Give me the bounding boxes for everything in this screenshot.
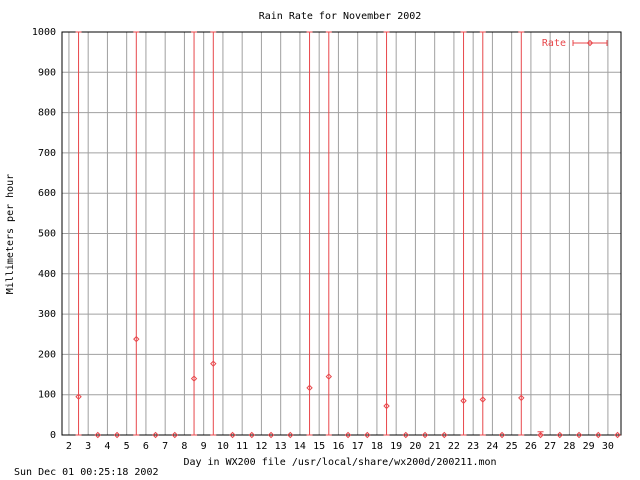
x-tick-label: 11: [236, 441, 248, 452]
x-tick-label: 5: [124, 441, 130, 452]
x-tick-label: 22: [448, 441, 460, 452]
y-tick-label: 800: [38, 108, 56, 119]
point: [383, 402, 390, 410]
y-tick-label: 400: [38, 269, 56, 280]
legend-marker: [586, 39, 594, 47]
point: [344, 431, 352, 439]
x-tick-label: 17: [352, 441, 364, 452]
point: [210, 360, 217, 367]
point: [479, 396, 486, 403]
y-tick-label: 200: [38, 349, 56, 360]
point: [460, 397, 467, 404]
x-tick-label: 12: [255, 441, 267, 452]
x-tick-label: 8: [181, 441, 187, 452]
x-tick-label: 23: [467, 441, 479, 452]
x-tick-label: 3: [85, 441, 91, 452]
x-tick-label: 14: [294, 441, 306, 452]
point: [595, 431, 602, 439]
point: [133, 335, 140, 343]
point: [441, 431, 448, 439]
point: [537, 431, 544, 439]
x-tick-label: 16: [332, 441, 344, 452]
y-tick-label: 300: [38, 309, 56, 320]
chart-title: Rain Rate for November 2002: [259, 11, 422, 22]
y-tick-label: 700: [38, 148, 56, 159]
x-tick-label: 30: [602, 441, 614, 452]
x-tick-label: 20: [409, 441, 421, 452]
point: [113, 431, 121, 439]
x-tick-label: 29: [583, 441, 595, 452]
x-tick-label: 21: [429, 441, 441, 452]
point: [75, 393, 82, 400]
y-tick-label: 0: [50, 430, 56, 441]
x-tick-label: 7: [162, 441, 168, 452]
y-axis-label: Millimeters per hour: [5, 174, 16, 294]
x-axis-label: Day in WX200 file /usr/local/share/wx200…: [183, 457, 496, 468]
point: [518, 394, 525, 402]
point: [267, 431, 275, 439]
point: [575, 431, 583, 439]
point: [152, 431, 159, 439]
x-tick-label: 25: [506, 441, 518, 452]
point: [364, 431, 371, 439]
point: [306, 384, 313, 392]
x-tick-label: 9: [201, 441, 207, 452]
point: [171, 431, 179, 439]
x-tick-label: 27: [544, 441, 556, 452]
point: [614, 431, 621, 439]
x-tick-label: 19: [390, 441, 402, 452]
x-tick-label: 26: [525, 441, 537, 452]
x-tick-label: 6: [143, 441, 149, 452]
x-tick-label: 2: [66, 441, 72, 452]
point: [498, 431, 506, 439]
y-tick-label: 1000: [32, 27, 56, 38]
point: [556, 431, 563, 439]
point: [421, 431, 429, 439]
point: [229, 431, 236, 439]
point: [287, 431, 294, 439]
legend-label: Rate: [542, 38, 566, 49]
y-tick-label: 600: [38, 188, 56, 199]
point: [402, 431, 410, 439]
x-tick-label: 15: [313, 441, 325, 452]
y-tick-label: 900: [38, 67, 56, 78]
footer: Sun Dec 01 00:25:18 2002: [14, 467, 159, 478]
x-tick-label: 24: [486, 441, 498, 452]
y-tick-label: 500: [38, 229, 56, 240]
x-tick-label: 13: [275, 441, 287, 452]
x-tick-label: 18: [371, 441, 383, 452]
point: [248, 431, 256, 439]
x-tick-label: 10: [217, 441, 229, 452]
plot-border: [61, 31, 622, 436]
x-tick-label: 28: [563, 441, 575, 452]
point: [325, 373, 333, 380]
point: [94, 431, 102, 439]
y-tick-label: 100: [38, 390, 56, 401]
point: [190, 375, 198, 382]
x-tick-label: 4: [104, 441, 110, 452]
